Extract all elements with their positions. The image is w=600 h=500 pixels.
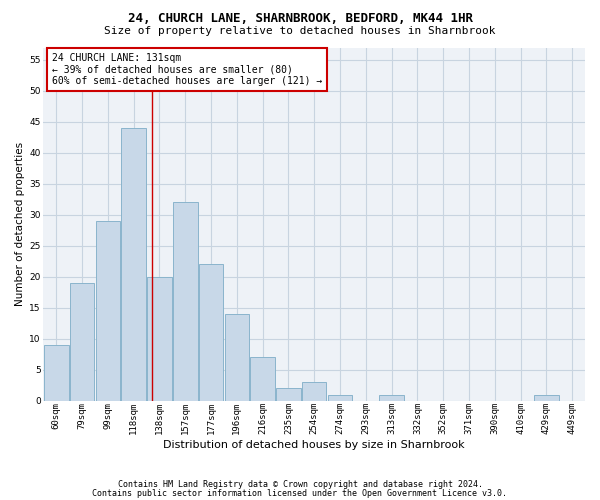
Text: 24, CHURCH LANE, SHARNBROOK, BEDFORD, MK44 1HR: 24, CHURCH LANE, SHARNBROOK, BEDFORD, MK… bbox=[128, 12, 473, 26]
Bar bbox=[250, 358, 275, 401]
Y-axis label: Number of detached properties: Number of detached properties bbox=[15, 142, 25, 306]
Bar bbox=[379, 394, 404, 401]
Bar bbox=[147, 277, 172, 401]
Text: Contains HM Land Registry data © Crown copyright and database right 2024.: Contains HM Land Registry data © Crown c… bbox=[118, 480, 482, 489]
Bar bbox=[302, 382, 326, 401]
Bar bbox=[121, 128, 146, 401]
X-axis label: Distribution of detached houses by size in Sharnbrook: Distribution of detached houses by size … bbox=[163, 440, 465, 450]
Bar bbox=[70, 283, 94, 401]
Bar bbox=[173, 202, 197, 401]
Text: Size of property relative to detached houses in Sharnbrook: Size of property relative to detached ho… bbox=[104, 26, 496, 36]
Bar bbox=[199, 264, 223, 401]
Text: 24 CHURCH LANE: 131sqm
← 39% of detached houses are smaller (80)
60% of semi-det: 24 CHURCH LANE: 131sqm ← 39% of detached… bbox=[52, 53, 322, 86]
Bar bbox=[44, 345, 68, 401]
Bar bbox=[534, 394, 559, 401]
Bar bbox=[276, 388, 301, 401]
Bar bbox=[328, 394, 352, 401]
Text: Contains public sector information licensed under the Open Government Licence v3: Contains public sector information licen… bbox=[92, 489, 508, 498]
Bar bbox=[224, 314, 249, 401]
Bar bbox=[95, 221, 120, 401]
